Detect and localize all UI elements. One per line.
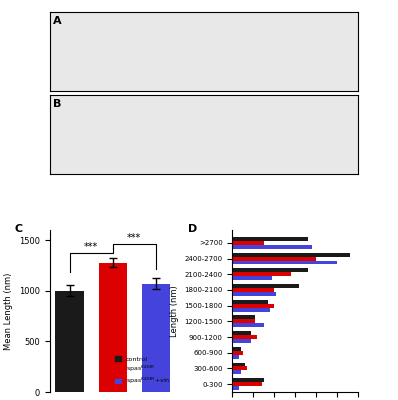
Bar — [232, 370, 241, 374]
Text: D: D — [188, 224, 197, 234]
Bar — [232, 331, 251, 335]
Bar — [232, 241, 264, 245]
Y-axis label: Length (nm): Length (nm) — [170, 285, 179, 337]
Bar — [232, 351, 243, 355]
Bar — [232, 378, 264, 382]
Bar — [232, 366, 247, 370]
Bar — [232, 260, 337, 264]
Bar — [232, 335, 258, 339]
Bar — [142, 284, 170, 392]
Bar — [232, 268, 308, 272]
Bar — [232, 237, 308, 241]
Text: C: C — [14, 224, 23, 234]
Text: A: A — [53, 16, 61, 26]
Bar — [232, 339, 251, 343]
Bar — [232, 276, 272, 280]
Bar — [232, 362, 245, 366]
Legend: control, spas$^{K467R}$, spas$^{K467R}$+vin: control, spas$^{K467R}$, spas$^{K467R}$+… — [112, 354, 172, 389]
Bar — [232, 355, 238, 359]
Bar — [232, 288, 274, 292]
Bar — [232, 316, 256, 319]
Bar — [232, 304, 274, 308]
Bar — [232, 300, 268, 304]
Bar — [232, 308, 270, 312]
Text: ***: *** — [84, 242, 98, 252]
Text: ***: *** — [127, 234, 141, 244]
Text: B: B — [53, 99, 61, 109]
Bar — [232, 319, 256, 323]
Bar — [232, 256, 316, 260]
Bar — [232, 382, 261, 386]
Bar — [55, 291, 84, 392]
Bar — [232, 347, 241, 351]
Bar — [232, 284, 299, 288]
Bar — [232, 323, 264, 327]
Bar — [232, 292, 276, 296]
Bar — [232, 386, 238, 390]
Bar — [232, 253, 350, 256]
Bar — [99, 263, 127, 392]
Bar — [232, 272, 291, 276]
Y-axis label: Mean Length (nm): Mean Length (nm) — [4, 272, 14, 350]
Bar — [232, 245, 312, 249]
